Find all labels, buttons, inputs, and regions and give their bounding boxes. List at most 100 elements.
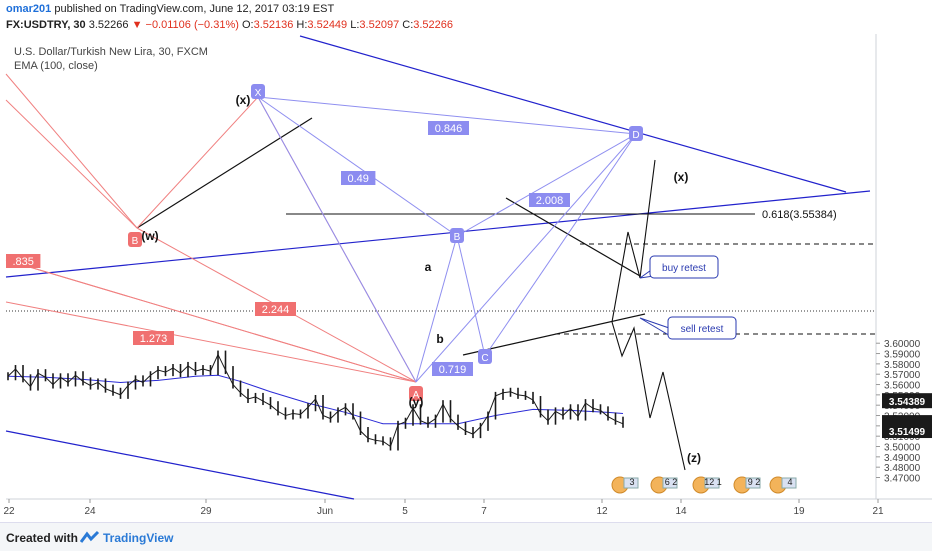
price-tag-label: 3.51499 (889, 427, 926, 438)
harmonic-red-line (5, 259, 417, 383)
wave-trendline (136, 117, 313, 229)
wave-label: (w) (141, 229, 158, 243)
y-tick-label: 3.57000 (884, 370, 921, 381)
close-value: 3.52266 (413, 19, 454, 31)
ratio-label: 0.49 (347, 173, 368, 185)
y-tick-label: 3.59000 (884, 350, 921, 361)
event-count-label: 6 2 (665, 477, 678, 487)
pattern-point-c: C (481, 353, 488, 364)
pattern-point-b-bg (450, 228, 464, 243)
event-count-label: 12 1 (704, 477, 722, 487)
y-tick-label: 3.58000 (884, 360, 921, 371)
ema-layer (7, 374, 624, 425)
flag-icon (704, 477, 720, 489)
ratio-label-bg (432, 362, 473, 376)
publish-info: published on TradingView.com, June 12, 2… (54, 3, 335, 15)
wave-label: b (436, 332, 443, 346)
tradingview-link[interactable]: TradingView (103, 531, 174, 545)
harmonic-red-line (5, 73, 138, 229)
fib-level-label: 0.618(3.55384) (762, 209, 837, 221)
y-tick-label: 3.49000 (884, 453, 921, 464)
plot-area[interactable] (6, 34, 876, 499)
down-arrow-icon: ▼ (131, 19, 143, 31)
ratio-label-bg (133, 331, 174, 345)
price-layer (7, 350, 624, 451)
x-tick-label: 19 (793, 506, 805, 517)
flag-icon (662, 477, 678, 489)
pattern-point-a: A (413, 390, 420, 401)
harmonic-blue-line (456, 235, 486, 357)
x-axis-ticks: 22 24 29 Jun 5 7 12 14 19 21 (3, 499, 884, 517)
low-label: L: (350, 19, 360, 31)
harmonic-red-line (5, 301, 417, 383)
x-tick-label: 24 (84, 506, 96, 517)
harmonic-pattern (5, 73, 637, 383)
symbol-label: FX:USDTRY, 30 (6, 19, 86, 31)
y-tick-label: 3.60000 (884, 339, 921, 350)
bullish-projection (611, 159, 656, 323)
pattern-point-a-bg (409, 386, 423, 401)
indicator-legend: EMA (100, close) (14, 60, 98, 72)
x-tick-label: 14 (675, 506, 687, 517)
x-tick-label: 12 (596, 506, 608, 517)
harmonic-blue-line (257, 96, 637, 135)
bearish-projection (611, 321, 686, 471)
harmonic-blue-line (415, 235, 458, 383)
price-chart[interactable]: 3.470003.480003.490003.500003.510003.520… (0, 0, 932, 522)
lower-channel-line (5, 430, 355, 500)
high-label: H: (296, 19, 308, 31)
low-value: 3.52097 (359, 19, 400, 31)
high-value: 3.52449 (307, 19, 348, 31)
x-tick-label: 7 (481, 506, 487, 517)
event-icons: 3 6 2 12 1 9 2 4 (611, 476, 797, 494)
harmonic-blue-line (415, 133, 637, 383)
sell-retest-callout: sell retest (681, 324, 724, 335)
wave-label: (x) (236, 93, 251, 107)
last-price: 3.52266 (88, 19, 129, 31)
ratio-label-bg (428, 121, 469, 135)
wedge-lower-line (462, 313, 646, 356)
footer-bar: Created with TradingView (0, 522, 932, 551)
y-tick-label: 3.50000 (884, 443, 921, 454)
created-with-label: Created with (6, 531, 79, 545)
upper-triangle-line (299, 35, 847, 193)
flag-icon (745, 477, 761, 489)
price-line (7, 353, 624, 448)
x-tick-label: Jun (317, 506, 333, 517)
close-label: C: (402, 19, 414, 31)
sell-retest-callout-box (667, 316, 737, 340)
ratio-label: 2.008 (536, 195, 564, 207)
ratio-label: 0.846 (435, 123, 463, 135)
harmonic-blue-line (257, 96, 458, 237)
event-count-label: 3 (629, 477, 634, 487)
harmonic-blue-line (257, 96, 417, 383)
ratio-label-bg (6, 254, 41, 268)
buy-retest-callout: buy retest (662, 263, 706, 274)
lower-triangle-line (5, 190, 871, 278)
open-value: 3.52136 (253, 19, 294, 31)
pattern-point-d-bg (629, 126, 643, 141)
harmonic-blue-line (456, 133, 637, 237)
ratio-label-bg (255, 302, 296, 316)
y-tick-label: 3.56000 (884, 381, 921, 392)
pattern-point-b: B (454, 232, 461, 243)
price-tag-bg (882, 423, 932, 439)
annotation-labels: X B A B C D 0.846 0.49 2.008 0.719 .835 2.244 1.273 (… (6, 84, 837, 465)
ratio-label: .835 (12, 256, 33, 268)
x-tick-label: 5 (402, 506, 408, 517)
pattern-point-x-bg (251, 84, 265, 99)
harmonic-red-line (136, 96, 259, 229)
price-tag-bg (882, 393, 932, 409)
wave-label: (x) (674, 170, 689, 184)
publish-bar: omar201 published on TradingView.com, Ju… (0, 0, 932, 18)
event-count-label: 9 2 (748, 477, 761, 487)
pattern-point-d: D (632, 130, 639, 141)
author-link[interactable]: omar201 (6, 3, 52, 15)
harmonic-red-line (5, 99, 138, 229)
wave-label: a (425, 260, 432, 274)
price-tag-label: 3.54389 (889, 397, 926, 408)
x-tick-label: 21 (872, 506, 884, 517)
pattern-point-b: B (132, 236, 139, 247)
projection-path (611, 159, 686, 471)
harmonic-blue-line (484, 133, 637, 357)
